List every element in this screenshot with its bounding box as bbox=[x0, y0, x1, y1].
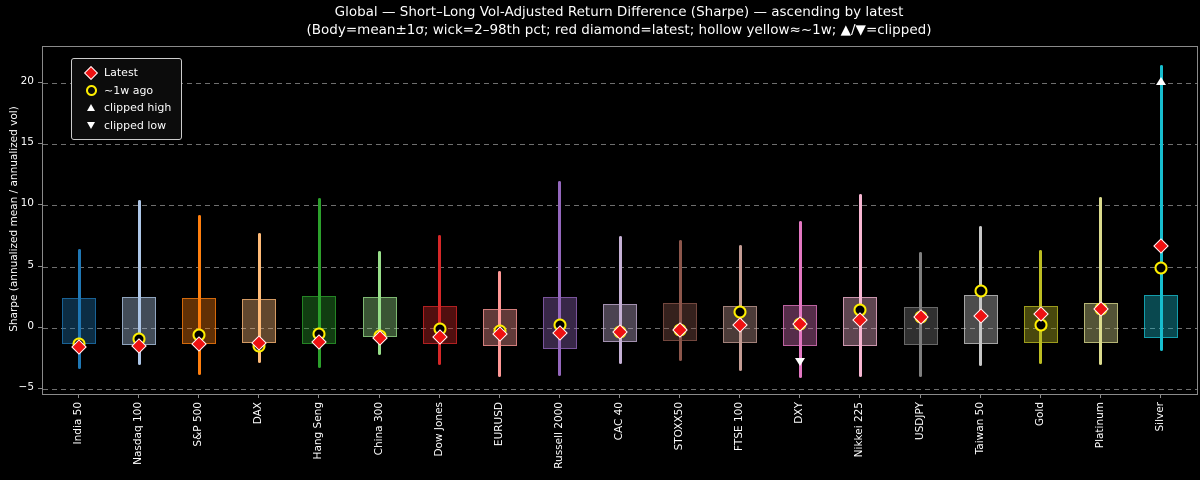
red-diamond-glyph bbox=[83, 65, 99, 80]
x-tick-label-dxy: DXY bbox=[793, 402, 806, 424]
x-tick-label-stoxx50: STOXX50 bbox=[673, 402, 686, 451]
week-ago-marker bbox=[1154, 261, 1168, 275]
x-tick-label-dow-jones: Dow Jones bbox=[432, 402, 445, 457]
candle-wick bbox=[257, 233, 261, 363]
x-tick-label-eurusd: EURUSD bbox=[492, 402, 505, 447]
x-tick-mark bbox=[258, 394, 260, 398]
x-tick-mark bbox=[498, 394, 500, 398]
x-tick-mark bbox=[318, 394, 320, 398]
candle-wick bbox=[1159, 65, 1163, 352]
candle-wick bbox=[317, 197, 321, 369]
week-ago-marker bbox=[733, 305, 747, 319]
y-tick-label: 5 bbox=[27, 258, 34, 271]
x-tick-mark bbox=[378, 394, 380, 398]
gridline-y20 bbox=[43, 82, 1197, 84]
x-tick-label-hang-seng: Hang Seng bbox=[312, 402, 325, 460]
clipped-high-icon bbox=[1156, 77, 1166, 86]
candle-wick bbox=[197, 215, 201, 375]
candle-wick bbox=[137, 200, 141, 365]
candle-wick bbox=[1099, 197, 1103, 366]
x-tick-label-usdjpy: USDJPY bbox=[913, 402, 926, 441]
x-tick-label-nasdaq-100: Nasdaq 100 bbox=[132, 402, 145, 465]
candle-wick bbox=[618, 236, 622, 365]
x-tick-mark bbox=[1099, 394, 1101, 398]
chart-title: Global — Short–Long Vol-Adjusted Return … bbox=[334, 4, 904, 20]
x-tick-label-platinum: Platinum bbox=[1093, 402, 1106, 449]
candle-wick bbox=[558, 180, 562, 376]
legend-label: ~1w ago bbox=[104, 83, 154, 97]
legend-item-1w-ago: ~1w ago bbox=[78, 82, 171, 100]
x-tick-label-taiwan-50: Taiwan 50 bbox=[973, 402, 986, 455]
latest-marker bbox=[1153, 237, 1169, 254]
white-down-triangle-icon bbox=[78, 121, 104, 129]
x-tick-label-silver: Silver bbox=[1154, 402, 1166, 432]
x-tick-label-s-p-500: S&P 500 bbox=[192, 402, 205, 447]
chart-subtitle: (Body=mean±1σ; wick=2–98th pct; red diam… bbox=[306, 22, 932, 38]
y-tick-label: 15 bbox=[20, 135, 34, 148]
y-tick-mark bbox=[38, 204, 42, 206]
week-ago-marker bbox=[974, 284, 988, 298]
gridline-y10 bbox=[43, 205, 1197, 207]
red-diamond-icon bbox=[78, 65, 104, 80]
x-tick-label-cac-40: CAC 40 bbox=[613, 402, 625, 441]
x-tick-label-gold: Gold bbox=[1033, 402, 1046, 427]
white-down-triangle-glyph bbox=[87, 121, 95, 129]
legend-item-clipped-low: clipped low bbox=[78, 117, 171, 135]
x-tick-mark bbox=[859, 394, 861, 398]
clipped-low-icon bbox=[795, 358, 806, 367]
x-tick-label-india-50: India 50 bbox=[72, 402, 84, 445]
x-tick-mark bbox=[438, 394, 440, 398]
gridline-y-5 bbox=[43, 389, 1197, 391]
legend-label: clipped low bbox=[104, 118, 167, 132]
x-tick-label-nikkei-225: Nikkei 225 bbox=[853, 402, 866, 458]
candle-wick bbox=[378, 251, 382, 355]
y-tick-label: 20 bbox=[20, 74, 34, 87]
x-tick-label-dax: DAX bbox=[252, 402, 265, 425]
candle-wick bbox=[678, 239, 682, 361]
legend-label: Latest bbox=[104, 66, 138, 80]
x-tick-mark bbox=[1160, 394, 1161, 398]
white-up-triangle-icon bbox=[78, 104, 104, 112]
x-tick-mark bbox=[619, 394, 620, 398]
y-tick-label: −5 bbox=[18, 381, 34, 394]
x-tick-mark bbox=[679, 394, 681, 398]
x-tick-mark bbox=[558, 394, 560, 398]
y-tick-label: 10 bbox=[20, 197, 34, 210]
y-tick-mark bbox=[38, 326, 42, 328]
legend: Latest ~1w ago clipped high clipped low bbox=[71, 58, 183, 140]
chart-title-block: Global — Short–Long Vol-Adjusted Return … bbox=[42, 3, 1196, 39]
x-tick-label-china-300: China 300 bbox=[372, 402, 385, 456]
x-tick-label-russell-2000: Russell 2000 bbox=[552, 402, 565, 469]
x-tick-mark bbox=[78, 394, 79, 398]
x-tick-mark bbox=[138, 394, 140, 398]
x-tick-label-ftse-100: FTSE 100 bbox=[733, 402, 746, 451]
plot-area: Latest ~1w ago clipped high clipped low bbox=[42, 46, 1198, 395]
x-tick-mark bbox=[198, 394, 200, 398]
x-tick-mark bbox=[919, 394, 921, 398]
legend-label: clipped high bbox=[104, 101, 172, 115]
y-tick-label: 0 bbox=[27, 319, 34, 332]
x-tick-mark bbox=[739, 394, 741, 398]
y-tick-mark bbox=[38, 265, 42, 267]
candle-wick bbox=[798, 220, 802, 379]
candle-wick bbox=[498, 270, 502, 377]
legend-item-latest: Latest bbox=[78, 64, 171, 82]
candle-wick bbox=[438, 234, 442, 366]
x-tick-mark bbox=[1039, 394, 1041, 398]
yellow-open-circle-icon bbox=[78, 84, 104, 96]
candle-wick bbox=[858, 194, 862, 377]
yellow-open-circle-glyph bbox=[85, 84, 97, 96]
y-tick-mark bbox=[38, 388, 42, 390]
y-tick-mark bbox=[38, 142, 42, 144]
x-tick-mark bbox=[979, 394, 981, 398]
candle-wick bbox=[77, 249, 81, 370]
y-tick-mark bbox=[38, 81, 42, 83]
gridline-y15 bbox=[43, 143, 1197, 145]
white-up-triangle-glyph bbox=[87, 104, 95, 112]
legend-item-clipped-high: clipped high bbox=[78, 99, 171, 117]
x-tick-mark bbox=[799, 394, 801, 398]
